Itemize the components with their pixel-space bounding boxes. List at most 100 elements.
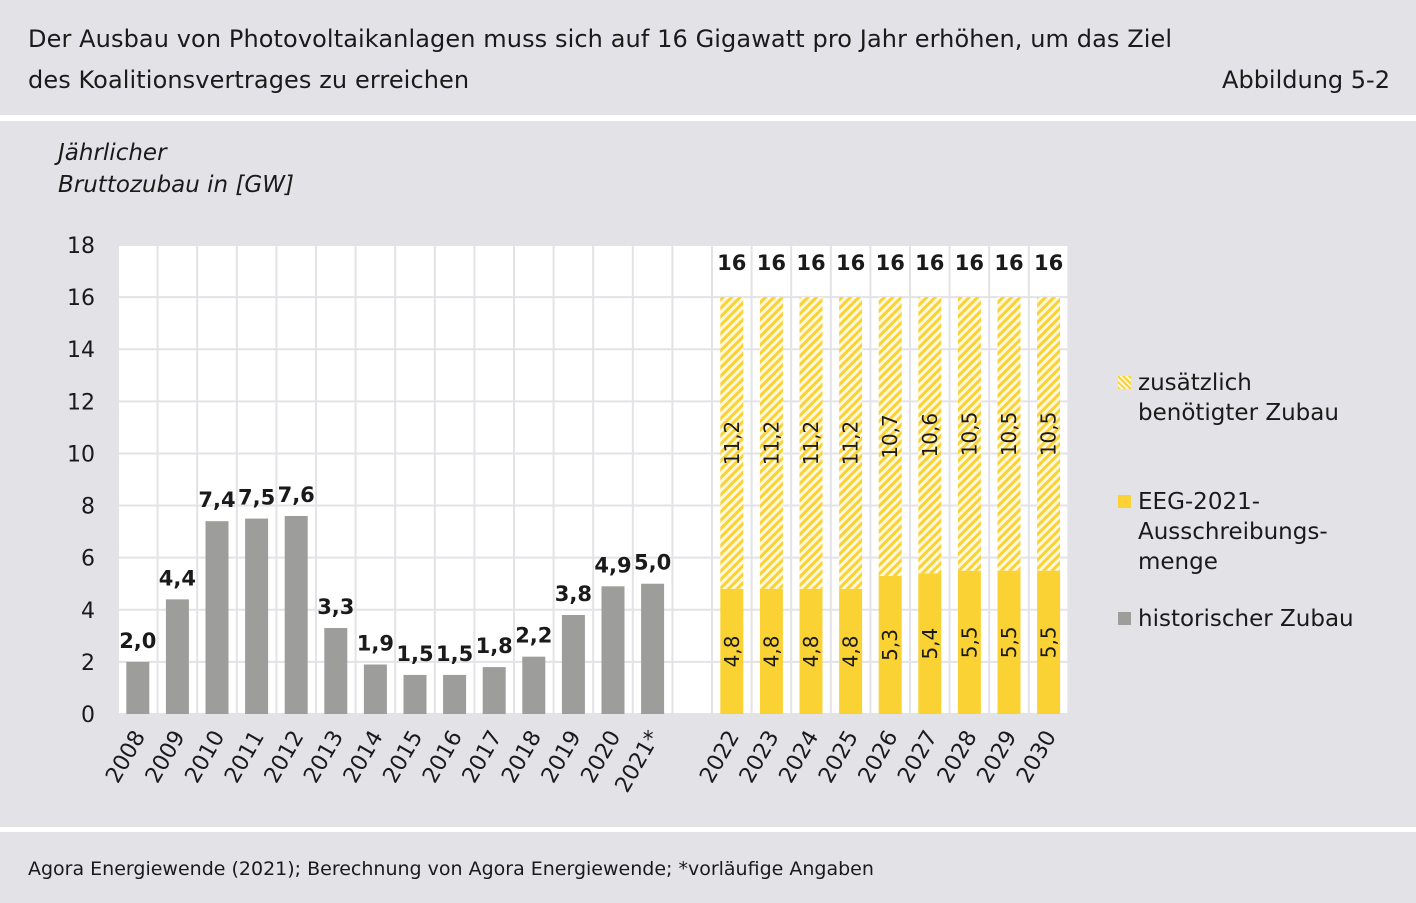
chart-title-line-2: des Koalitionsvertrages zu erreichen [28, 66, 470, 94]
x-tick-label: 2010 [181, 727, 231, 788]
data-label-additional: 11,2 [720, 421, 744, 466]
data-label-eeg: 4,8 [799, 636, 823, 668]
x-tick-label: 2018 [497, 727, 547, 788]
bar-additional [997, 297, 1021, 571]
bar-historical [443, 674, 467, 714]
y-tick-label: 18 [67, 234, 95, 259]
data-label-additional: 11,2 [799, 421, 823, 466]
bar-eeg [957, 570, 981, 714]
x-tick-label: 2009 [141, 727, 191, 788]
source-footnote: Agora Energiewende (2021); Berechnung vo… [28, 858, 874, 880]
data-label-historical: 2,0 [119, 629, 156, 653]
header-band [0, 0, 1416, 115]
x-tick-label: 2017 [458, 727, 508, 788]
data-label-historical: 7,4 [198, 488, 235, 512]
bar-historical [324, 628, 348, 714]
bar-additional [839, 297, 863, 589]
data-label-total: 16 [876, 251, 905, 275]
x-tick-label: 2027 [893, 727, 943, 788]
bar-historical [403, 674, 427, 714]
x-tick-label: 2013 [299, 727, 349, 788]
x-tick-label: 2015 [379, 727, 429, 788]
bar-eeg [720, 588, 744, 714]
bar-historical [522, 656, 546, 714]
data-label-eeg: 4,8 [759, 636, 783, 668]
x-tick-label: 2011 [220, 727, 270, 788]
bar-historical [641, 583, 665, 714]
data-label-historical: 1,5 [396, 642, 433, 666]
y-tick-label: 6 [81, 547, 95, 572]
data-label-additional: 10,5 [957, 412, 981, 457]
data-label-additional: 10,5 [997, 412, 1021, 457]
y-tick-label: 4 [81, 599, 95, 624]
footer-band [0, 832, 1416, 903]
data-label-additional: 10,5 [1037, 412, 1061, 457]
figure-label: Abbildung 5-2 [1222, 66, 1390, 94]
y-tick-label: 0 [81, 703, 95, 728]
x-tick-label: 2029 [973, 727, 1023, 788]
data-label-total: 16 [1034, 251, 1063, 275]
bar-eeg [1037, 570, 1061, 714]
data-label-historical: 2,2 [515, 624, 552, 648]
legend-label-additional-2: benötigter Zubau [1138, 400, 1339, 426]
y-tick-label: 14 [67, 338, 95, 363]
data-label-eeg: 5,5 [1037, 626, 1061, 658]
legend-swatch-historical [1118, 612, 1131, 625]
bar-additional [799, 297, 823, 589]
data-label-total: 16 [915, 251, 944, 275]
data-label-eeg: 5,5 [957, 626, 981, 658]
bar-historical [363, 664, 387, 714]
data-label-historical: 3,3 [317, 595, 354, 619]
data-label-historical: 4,4 [159, 566, 196, 590]
legend-label-eeg-2: Ausschreibungs- [1138, 519, 1328, 545]
bar-historical [561, 614, 585, 714]
bar-additional [1037, 297, 1061, 571]
bar-eeg [997, 570, 1021, 714]
bar-historical [482, 667, 506, 714]
x-tick-label: 2012 [260, 727, 310, 788]
data-label-eeg: 4,8 [720, 636, 744, 668]
data-label-total: 16 [796, 251, 825, 275]
bar-additional [759, 297, 783, 589]
y-axis-label-line-2: Bruttozubau in [GW] [58, 172, 294, 198]
data-label-historical: 3,8 [555, 582, 592, 606]
data-label-total: 16 [717, 251, 746, 275]
bar-historical [284, 515, 308, 714]
data-label-additional: 11,2 [759, 421, 783, 466]
bar-historical [205, 521, 229, 714]
bar-historical [165, 599, 189, 714]
bar-eeg [799, 588, 823, 714]
legend-label-historical: historischer Zubau [1138, 606, 1354, 632]
legend-swatch-additional [1118, 376, 1131, 389]
data-label-eeg: 5,3 [878, 629, 902, 661]
data-label-historical: 5,0 [634, 551, 671, 575]
x-tick-label: 2026 [854, 727, 904, 788]
data-label-additional: 11,2 [839, 421, 863, 466]
data-label-total: 16 [757, 251, 786, 275]
bar-eeg [878, 575, 902, 714]
x-tick-label: 2008 [101, 727, 151, 788]
data-label-historical: 7,6 [278, 483, 315, 507]
x-tick-label: 2016 [418, 727, 468, 788]
x-tick-label: 2024 [775, 727, 825, 788]
chart-title-line-1: Der Ausbau von Photovoltaikanlagen muss … [28, 25, 1173, 53]
data-label-additional: 10,7 [878, 414, 902, 459]
x-tick-label: 2014 [339, 727, 389, 788]
bar-additional [720, 297, 744, 589]
bar-additional [957, 297, 981, 571]
legend-swatch-eeg [1118, 495, 1131, 508]
bar-additional [878, 297, 902, 576]
y-tick-label: 12 [67, 390, 95, 415]
data-label-historical: 4,9 [594, 553, 631, 577]
bar-historical [245, 518, 269, 714]
x-tick-label: 2023 [735, 727, 785, 788]
data-label-eeg: 4,8 [839, 636, 863, 668]
x-tick-label: 2022 [695, 727, 745, 788]
x-tick-label: 2019 [537, 727, 587, 788]
bar-additional [918, 297, 942, 574]
data-label-historical: 7,5 [238, 486, 275, 510]
data-label-historical: 1,9 [357, 631, 394, 655]
data-label-historical: 1,8 [476, 634, 513, 658]
data-label-historical: 1,5 [436, 642, 473, 666]
